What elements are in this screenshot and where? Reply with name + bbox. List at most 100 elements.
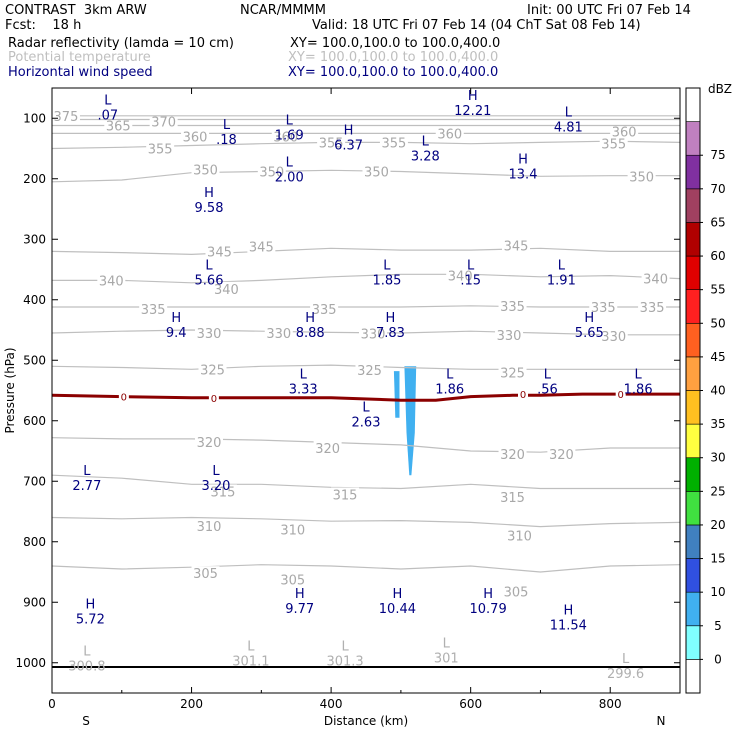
theta-contour-310: [52, 516, 680, 528]
wind-extremum-marker-16: H: [386, 311, 396, 326]
theta-label-365-0: 365: [106, 120, 131, 135]
theta-label-360-1: 360: [273, 130, 298, 145]
colorbar-swatch-10: [685, 322, 701, 358]
wind-extremum-value-15: 8.88: [296, 326, 325, 341]
theta-label-320-2: 320: [500, 448, 525, 463]
wind-extremum-value-1: .18: [216, 133, 237, 148]
colorbar-swatch-17: [685, 87, 701, 122]
zero-label-3: 0: [618, 390, 624, 401]
theta-label-330-1: 330: [266, 327, 291, 342]
theta-label-315-1: 315: [333, 489, 358, 504]
theta-label-320-1: 320: [315, 442, 340, 457]
wind-extremum-marker-6: L: [565, 105, 573, 120]
theta-label-bg-310-0: [195, 519, 223, 533]
theta-label-bg-320-0: [195, 434, 223, 448]
theta-label-330-4: 330: [601, 330, 626, 345]
org-label: NCAR/MMMM: [240, 3, 326, 18]
theta-label-305-1: 305: [280, 573, 305, 588]
theta-label-bg-375-0: [52, 108, 80, 122]
theta-label-325-0: 325: [200, 363, 225, 378]
wind-extremum-value-10: 5.66: [195, 274, 224, 289]
theta-extremum-value-3: 301: [434, 652, 459, 667]
zero-label-bg-3: [615, 389, 626, 400]
wind-extremum-marker-23: L: [83, 464, 91, 479]
colorbar-swatch-14: [685, 188, 701, 223]
wind-extremum-value-16: 7.83: [376, 326, 405, 341]
theta-label-bg-370-0: [149, 114, 178, 128]
theta-label-320-0: 320: [197, 436, 222, 451]
colorbar: 0 5 10 15 20 25 30 35 40 45 50 55 60 65 70 75: [685, 87, 726, 694]
axes-layer: 0 200 400 600 800 100 200 300 400 500 600 700 800 900…: [15, 88, 680, 711]
theta-label-bg-350-0: [191, 162, 220, 176]
colorbar-label-25: 25: [710, 484, 725, 498]
y-tick-label-800: 800: [23, 535, 46, 549]
theta-label-bg-360-1: [271, 129, 300, 143]
theta-label-360-3: 360: [612, 126, 637, 141]
theta-label-bg-335-1: [310, 301, 339, 315]
colorbar-swatch-15: [685, 154, 701, 190]
theta-label-350-3: 350: [629, 170, 654, 185]
theta-label-375-0: 375: [54, 110, 79, 125]
model-title: CONTRAST 3km ARW: [5, 3, 147, 18]
theta-label-bg-315-1: [331, 487, 360, 501]
theta-label-355-3: 355: [601, 138, 626, 153]
theta-label-340-3: 340: [643, 273, 668, 288]
wind-extremum-value-24: 3.20: [202, 479, 231, 494]
theta-label-330-3: 330: [497, 329, 522, 344]
field-xy-reflectivity: XY= 100.0,100.0 to 100.0,400.0: [290, 36, 501, 51]
theta-label-345-2: 345: [504, 239, 529, 254]
x-tick-label-800: 800: [599, 697, 622, 711]
theta-label-315-2: 315: [500, 491, 525, 506]
theta-label-bg-330-4: [599, 329, 628, 343]
colorbar-label-20: 20: [710, 518, 725, 532]
field-xy-wind: XY= 100.0,100.0 to 100.0,400.0: [288, 65, 499, 80]
colorbar-swatch-3: [685, 558, 701, 593]
theta-label-310-2: 310: [507, 530, 532, 545]
colorbar-swatch-13: [685, 222, 701, 257]
wind-extremum-marker-4: L: [422, 134, 430, 149]
wind-extremum-marker-18: L: [300, 367, 308, 382]
y-tick-label-200: 200: [23, 172, 46, 186]
forecast-hour: Fcst: 18 h: [5, 18, 82, 33]
theta-label-bg-305-1: [278, 572, 307, 586]
wind-extremum-marker-7: L: [286, 156, 294, 171]
y-tick-label-500: 500: [23, 353, 46, 367]
colorbar-swatch-11: [685, 289, 701, 324]
x-tick-label-0: 0: [48, 697, 56, 711]
theta-extremum-value-1: 301.1: [232, 655, 269, 670]
wind-extremum-marker-15: H: [305, 311, 315, 326]
y-tick-label-600: 600: [23, 414, 46, 428]
zero-isotherm-line: [52, 392, 680, 402]
theta-label-335-0: 335: [141, 303, 166, 318]
wind-extremum-value-0: .07: [97, 108, 118, 123]
theta-extremum-marker-2: L: [341, 640, 349, 655]
theta-label-330-2: 330: [361, 328, 386, 343]
theta-label-bg-340-1: [212, 281, 241, 295]
colorbar-label-0: 0: [714, 652, 722, 666]
x-tick-label-400: 400: [320, 697, 343, 711]
reflectivity-cell-0: [393, 371, 400, 418]
zero-label-0: 0: [121, 393, 127, 404]
wind-extremum-marker-2: L: [286, 113, 294, 128]
theta-label-bg-355-2: [379, 135, 408, 149]
theta-label-330-0: 330: [197, 327, 222, 342]
wind-extremum-value-27: 10.44: [379, 602, 416, 617]
wind-extremum-marker-10: L: [205, 259, 213, 274]
theta-label-bg-330-1: [264, 326, 293, 340]
theta-label-350-2: 350: [364, 165, 389, 180]
colorbar-swatch-6: [685, 457, 701, 492]
theta-label-bg-360-3: [610, 124, 639, 138]
wind-extremum-marker-13: L: [558, 259, 566, 274]
wind-extremum-value-4: 3.28: [411, 149, 440, 164]
theta-label-bg-315-0: [208, 484, 237, 498]
wind-extremum-marker-11: L: [383, 259, 391, 274]
wind-extremum-value-25: 5.72: [76, 612, 105, 627]
theta-extremum-value-4: 299.6: [607, 667, 644, 682]
wind-extremum-marker-19: L: [446, 367, 454, 382]
theta-label-bg-320-1: [313, 440, 342, 454]
wind-extremum-value-2: 1.69: [275, 128, 304, 143]
theta-extremum-value-2: 301.3: [326, 655, 363, 670]
field-xy-theta: XY= 100.0,100.0 to 100.0,400.0: [288, 50, 499, 65]
theta-label-bg-325-2: [498, 365, 527, 379]
theta-contour-340: [52, 273, 680, 284]
